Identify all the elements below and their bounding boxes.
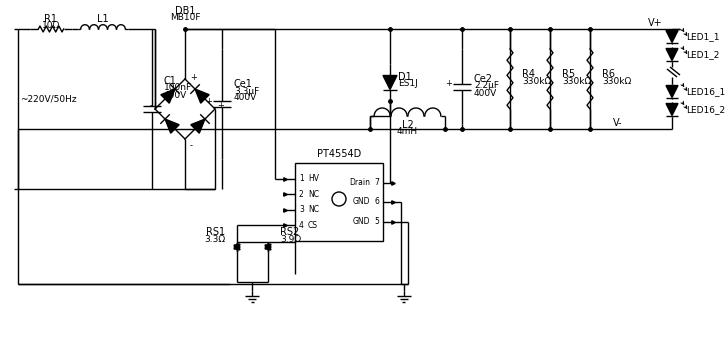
Text: RS1: RS1 xyxy=(206,227,225,237)
Text: ~220V/50Hz: ~220V/50Hz xyxy=(20,94,77,103)
Polygon shape xyxy=(666,31,678,42)
Text: MB10F: MB10F xyxy=(170,14,200,23)
Text: 6: 6 xyxy=(374,197,379,206)
Text: C1: C1 xyxy=(164,76,177,86)
Text: Drain: Drain xyxy=(349,178,370,187)
Text: -: - xyxy=(150,102,153,111)
Text: R4: R4 xyxy=(522,69,535,79)
Text: 3.9Ω: 3.9Ω xyxy=(280,234,301,243)
Text: R5: R5 xyxy=(562,69,575,79)
Text: 4mH: 4mH xyxy=(397,127,418,136)
Bar xyxy=(295,163,383,241)
Polygon shape xyxy=(383,75,397,89)
Text: Ce2: Ce2 xyxy=(474,74,493,84)
Text: LED1_2: LED1_2 xyxy=(686,51,719,60)
Text: 400V: 400V xyxy=(164,90,187,99)
Text: +: + xyxy=(190,73,197,81)
Text: 5: 5 xyxy=(374,217,379,226)
Text: LED16_2: LED16_2 xyxy=(686,106,725,115)
Text: R6: R6 xyxy=(602,69,615,79)
Text: 2.2μF: 2.2μF xyxy=(474,81,499,90)
Text: 2: 2 xyxy=(299,190,304,199)
Polygon shape xyxy=(161,89,175,103)
Text: V-: V- xyxy=(613,118,623,128)
Text: 1: 1 xyxy=(299,174,304,183)
Text: LED16_1: LED16_1 xyxy=(686,88,725,97)
Text: 3.3μF: 3.3μF xyxy=(234,87,260,95)
Text: L1: L1 xyxy=(97,14,109,24)
Text: 10Ω: 10Ω xyxy=(42,20,60,29)
Text: PT4554D: PT4554D xyxy=(317,149,361,159)
Text: 100nF: 100nF xyxy=(164,84,192,93)
Text: 330kΩ: 330kΩ xyxy=(522,78,551,87)
Text: ES1J: ES1J xyxy=(398,79,418,89)
Text: 3: 3 xyxy=(299,205,304,214)
Polygon shape xyxy=(666,103,678,116)
Text: V+: V+ xyxy=(648,18,663,28)
Text: GND: GND xyxy=(352,197,370,206)
Text: NC: NC xyxy=(308,190,319,199)
Text: 3.3Ω: 3.3Ω xyxy=(204,234,225,243)
Text: +: + xyxy=(217,102,224,111)
Text: 400V: 400V xyxy=(474,89,497,98)
Text: L2: L2 xyxy=(402,120,413,130)
Text: DB1: DB1 xyxy=(175,6,195,16)
Text: NC: NC xyxy=(308,205,319,214)
Text: GND: GND xyxy=(352,217,370,226)
Text: 400V: 400V xyxy=(234,93,257,103)
Text: 4: 4 xyxy=(299,221,304,230)
Text: R1: R1 xyxy=(44,14,57,24)
Text: Ce1: Ce1 xyxy=(234,79,253,89)
Text: CS: CS xyxy=(308,221,318,230)
Polygon shape xyxy=(666,48,678,61)
Text: LED1_1: LED1_1 xyxy=(686,33,719,42)
Polygon shape xyxy=(191,119,205,133)
Text: -: - xyxy=(190,141,193,150)
Text: 330kΩ: 330kΩ xyxy=(602,78,631,87)
Text: RS2: RS2 xyxy=(280,227,299,237)
Polygon shape xyxy=(666,85,678,98)
Polygon shape xyxy=(195,89,210,103)
Text: +: + xyxy=(446,79,452,88)
Text: HV: HV xyxy=(308,174,319,183)
Text: 7: 7 xyxy=(374,178,379,187)
Text: 330kΩ: 330kΩ xyxy=(562,78,592,87)
Text: D1: D1 xyxy=(398,72,412,82)
Text: +: + xyxy=(206,97,212,106)
Polygon shape xyxy=(165,119,179,133)
